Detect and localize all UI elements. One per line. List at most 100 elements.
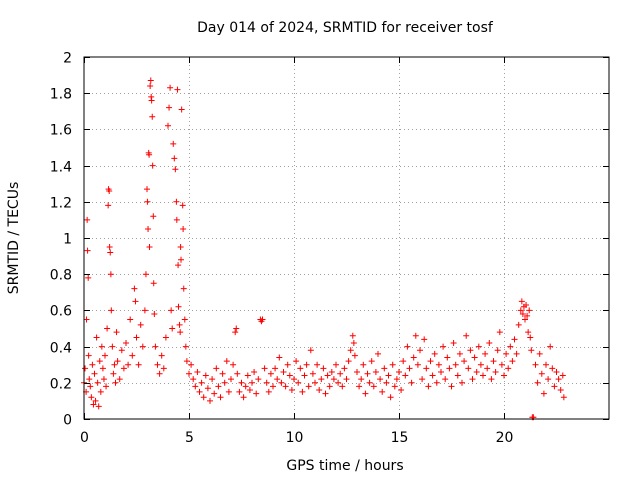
data-point xyxy=(509,358,516,365)
data-point xyxy=(107,249,114,256)
y-tick-label: 0.4 xyxy=(50,341,72,357)
data-point xyxy=(551,383,558,390)
data-point xyxy=(85,274,92,281)
data-point xyxy=(527,334,534,341)
data-point xyxy=(438,368,444,375)
y-tick-label: 0.8 xyxy=(50,268,72,284)
data-point xyxy=(144,186,150,193)
data-point xyxy=(421,336,428,343)
data-point xyxy=(350,339,357,346)
data-point xyxy=(341,365,348,372)
data-point xyxy=(112,379,119,386)
data-point xyxy=(167,84,174,91)
data-point xyxy=(178,106,185,113)
data-point xyxy=(109,343,116,350)
data-point xyxy=(446,365,453,372)
data-point xyxy=(192,383,199,390)
data-point xyxy=(147,77,154,84)
data-point xyxy=(240,394,247,401)
data-point xyxy=(398,387,405,394)
data-point xyxy=(333,361,339,368)
data-point xyxy=(467,347,474,354)
data-point xyxy=(391,383,398,390)
data-point xyxy=(284,361,291,368)
data-point xyxy=(503,350,510,357)
data-point xyxy=(200,394,207,401)
data-point xyxy=(540,390,547,397)
data-point xyxy=(265,388,272,395)
axis-ticks xyxy=(84,57,609,420)
data-point xyxy=(490,358,497,365)
data-point xyxy=(90,401,97,408)
data-point xyxy=(83,316,90,323)
data-point xyxy=(113,329,120,336)
data-point xyxy=(179,202,186,209)
data-point xyxy=(253,390,260,397)
data-point xyxy=(118,347,125,354)
data-point xyxy=(431,350,438,357)
data-point xyxy=(146,244,153,251)
data-point xyxy=(435,361,442,368)
data-point xyxy=(230,361,237,368)
data-point xyxy=(471,354,478,361)
data-point xyxy=(249,379,255,386)
data-point xyxy=(169,325,176,332)
data-point xyxy=(547,343,554,350)
data-point xyxy=(368,358,375,365)
data-point xyxy=(149,162,156,169)
data-point xyxy=(145,225,152,232)
data-point xyxy=(501,372,507,379)
data-point xyxy=(524,312,531,319)
data-point xyxy=(135,361,142,368)
data-point xyxy=(379,388,386,395)
data-point xyxy=(202,372,209,379)
y-tick-label: 1.8 xyxy=(50,87,72,103)
data-point xyxy=(211,390,218,397)
data-point xyxy=(480,372,486,379)
data-point xyxy=(396,368,402,375)
data-point xyxy=(364,370,371,377)
y-tick-label: 1.4 xyxy=(50,160,72,176)
data-point xyxy=(102,352,108,359)
data-point xyxy=(347,347,354,354)
data-point xyxy=(557,387,564,394)
data-point xyxy=(171,155,178,162)
data-point xyxy=(372,368,379,375)
x-tick-label: 10 xyxy=(286,430,304,446)
data-point xyxy=(186,370,192,377)
data-point xyxy=(232,329,239,336)
data-point xyxy=(129,352,136,359)
data-point xyxy=(188,361,195,368)
data-point xyxy=(131,285,138,292)
data-point xyxy=(532,361,539,368)
data-point xyxy=(91,370,98,377)
data-point xyxy=(553,368,560,375)
data-point xyxy=(151,311,158,318)
data-point xyxy=(92,397,99,404)
data-point xyxy=(505,365,512,372)
data-point xyxy=(536,350,543,357)
data-point xyxy=(400,358,407,365)
data-point xyxy=(425,383,432,390)
data-point xyxy=(127,316,134,323)
x-tick-label: 0 xyxy=(80,430,89,446)
x-tick-labels: 0 5 10 15 20 xyxy=(80,430,513,446)
data-point xyxy=(270,383,276,390)
data-point xyxy=(267,370,274,377)
data-point xyxy=(423,365,430,372)
data-point xyxy=(162,334,169,341)
data-point xyxy=(125,361,132,368)
data-point xyxy=(160,365,167,372)
y-tick-label: 1.6 xyxy=(50,123,72,139)
data-point xyxy=(255,376,262,383)
data-point xyxy=(427,358,434,365)
data-point xyxy=(288,387,295,394)
y-axis-label: SRMTID / TECUs xyxy=(6,182,22,295)
data-point xyxy=(339,383,346,390)
data-point xyxy=(120,365,127,372)
data-point xyxy=(454,372,461,379)
data-point xyxy=(291,376,297,383)
data-point xyxy=(198,379,205,386)
data-point xyxy=(320,365,327,372)
